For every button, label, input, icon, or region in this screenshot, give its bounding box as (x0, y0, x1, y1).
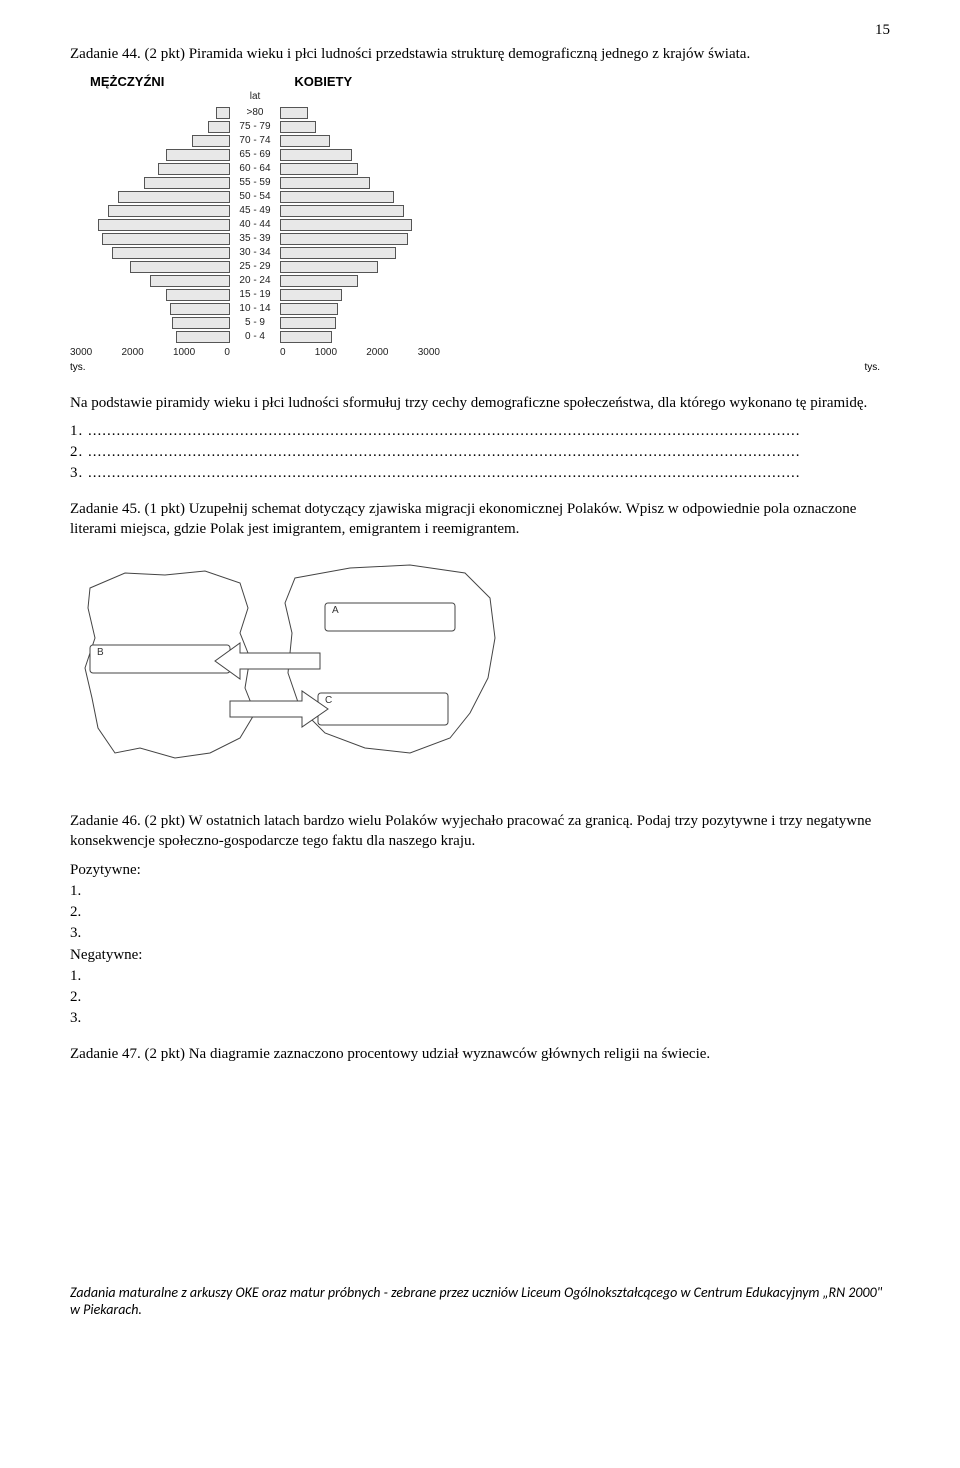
pyramid-row: 75 - 79 (70, 120, 490, 134)
task46-neg-3: 3. (70, 1008, 890, 1028)
page-footer: Zadania maturalne z arkuszy OKE oraz mat… (70, 1284, 890, 1319)
task46-pos-2: 2. (70, 902, 890, 922)
pyramid-row: 5 - 9 (70, 316, 490, 330)
task45-text: Zadanie 45. (1 pkt) Uzupełnij schemat do… (70, 499, 890, 540)
task46-pos-1: 1. (70, 881, 890, 901)
pyramid-row: 50 - 54 (70, 190, 490, 204)
pyramid-row: 60 - 64 (70, 162, 490, 176)
tys-right: tys. (850, 361, 880, 375)
task44-line1: 1. .....................................… (70, 421, 890, 441)
pyramid-row: >80 (70, 106, 490, 120)
pyramid-row: 65 - 69 (70, 148, 490, 162)
migration-map: A B C (70, 553, 510, 793)
pyramid-row: 40 - 44 (70, 218, 490, 232)
pyramid-lat-label: lat (230, 90, 280, 104)
pyramid-row: 45 - 49 (70, 204, 490, 218)
task46-neg-label: Negatywne: (70, 945, 890, 965)
pyramid-row: 55 - 59 (70, 176, 490, 190)
pyramid-row: 30 - 34 (70, 246, 490, 260)
task44-instruction: Na podstawie piramidy wieku i płci ludno… (70, 393, 890, 413)
pyramid-row: 70 - 74 (70, 134, 490, 148)
task46-pos-3: 3. (70, 923, 890, 943)
pyramid-row: 15 - 19 (70, 288, 490, 302)
pyramid-axis: 3000200010000 0100020003000 (70, 346, 890, 360)
task44-line2: 2. .....................................… (70, 442, 890, 462)
box-c-label: C (325, 695, 332, 706)
task44-line3: 3. .....................................… (70, 463, 890, 483)
tys-left: tys. (70, 361, 90, 375)
pyramid-header-male: MĘŻCZYŹNI (90, 73, 164, 91)
pyramid-rows: >8075 - 7970 - 7465 - 6960 - 6455 - 5950… (70, 106, 490, 344)
pyramid-row: 0 - 4 (70, 330, 490, 344)
pyramid-row: 25 - 29 (70, 260, 490, 274)
pyramid-row: 10 - 14 (70, 302, 490, 316)
pyramid-tys-row: tys. tys. (70, 361, 890, 375)
pyramid-row: 35 - 39 (70, 232, 490, 246)
task46-text: Zadanie 46. (2 pkt) W ostatnich latach b… (70, 811, 890, 852)
task44-heading: Zadanie 44. (2 pkt) Piramida wieku i płc… (70, 44, 890, 64)
box-b-label: B (97, 647, 104, 658)
task46-pos-label: Pozytywne: (70, 860, 890, 880)
pyramid-row: 20 - 24 (70, 274, 490, 288)
task47-text: Zadanie 47. (2 pkt) Na diagramie zaznacz… (70, 1044, 890, 1064)
task46-neg-2: 2. (70, 987, 890, 1007)
task46-neg-1: 1. (70, 966, 890, 986)
page-number: 15 (70, 20, 890, 40)
pyramid-chart-block: MĘŻCZYŹNI KOBIETY lat >8075 - 7970 - 746… (70, 73, 890, 375)
box-a-label: A (332, 605, 339, 616)
pyramid-header-female: KOBIETY (294, 73, 352, 91)
